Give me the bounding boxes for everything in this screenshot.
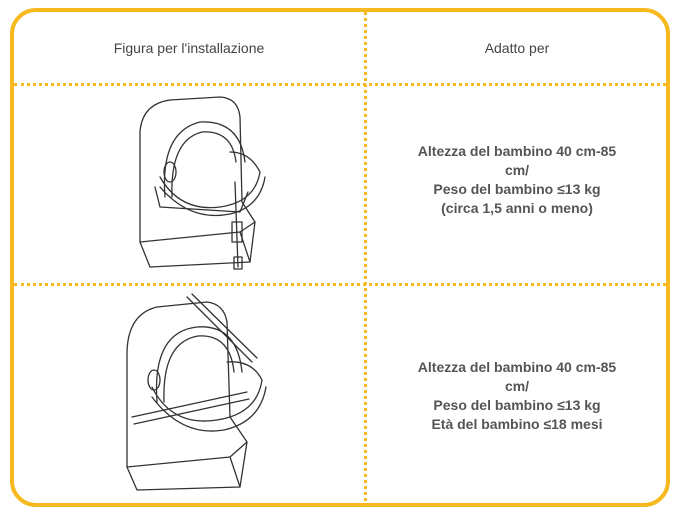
header-cell: Figura per l'installazione bbox=[113, 40, 265, 56]
table-border bbox=[10, 8, 670, 507]
row-divider bbox=[14, 283, 666, 286]
suitability-cell: Altezza del bambino 40 cm-85 cm/ Peso de… bbox=[367, 142, 667, 218]
row-divider bbox=[14, 83, 666, 86]
car-seat-illustration bbox=[139, 96, 266, 270]
suitability-cell: Altezza del bambino 40 cm-85 cm/ Peso de… bbox=[367, 358, 667, 434]
column-divider bbox=[364, 12, 367, 501]
cell-text: Altezza del bambino 40 cm-85 bbox=[417, 143, 617, 159]
cell-text: Età del bambino ≤18 mesi bbox=[431, 416, 603, 432]
cell-text: Peso del bambino ≤13 kg bbox=[433, 397, 601, 413]
header-cell: Adatto per bbox=[484, 40, 550, 56]
cell-text: (circa 1,5 anni o meno) bbox=[441, 200, 593, 216]
cell-text: cm/ bbox=[504, 162, 530, 178]
cell-text: Altezza del bambino 40 cm-85 bbox=[417, 359, 617, 375]
car-seat-illustration bbox=[126, 293, 267, 491]
cell-text: cm/ bbox=[504, 378, 530, 394]
cell-text: Peso del bambino ≤13 kg bbox=[433, 181, 601, 197]
